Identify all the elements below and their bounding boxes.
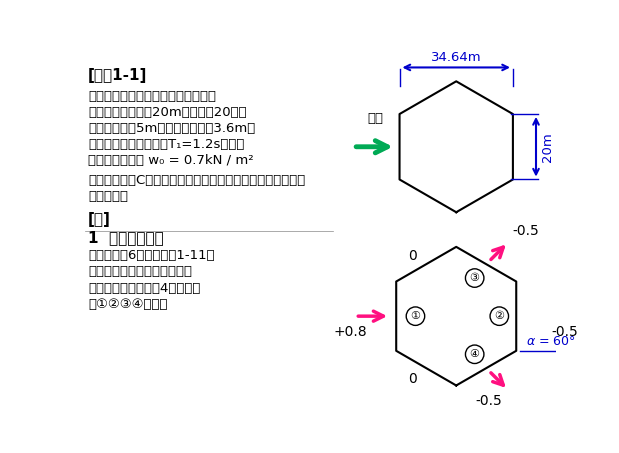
- Text: 用①②③④表示。: 用①②③④表示。: [88, 298, 168, 311]
- Text: 0: 0: [408, 372, 417, 386]
- Text: 正六边形，边长为20m。房屋共20层，: 正六边形，边长为20m。房屋共20层，: [88, 106, 247, 119]
- Text: 20m: 20m: [540, 132, 553, 162]
- Text: -0.5: -0.5: [552, 325, 578, 339]
- Text: 除底层层高为5m外，其余层高为3.6m。: 除底层层高为5m外，其余层高为3.6m。: [88, 122, 256, 135]
- Text: 一高层钢筋混凝土结构，平面形状为: 一高层钢筋混凝土结构，平面形状为: [88, 90, 216, 103]
- Text: 34.64m: 34.64m: [431, 51, 482, 63]
- Text: ①: ①: [410, 311, 420, 321]
- Text: 该房屋共有6个面，查表1-11得: 该房屋共有6个面，查表1-11得: [88, 249, 215, 262]
- Text: ②: ②: [495, 311, 504, 321]
- Text: ③: ③: [470, 273, 480, 283]
- Text: 该房屋的第一自振周期T₁=1.2s，所在: 该房屋的第一自振周期T₁=1.2s，所在: [88, 138, 245, 151]
- Text: [例题1-1]: [例题1-1]: [88, 68, 147, 83]
- Text: 地面粗糙度为C类。试计算各楼层处与风向一致方向总的风荷: 地面粗糙度为C类。试计算各楼层处与风向一致方向总的风荷: [88, 173, 305, 187]
- Text: 载标准值。: 载标准值。: [88, 190, 128, 203]
- Text: 风向: 风向: [367, 112, 383, 125]
- Text: 1  确定体形系数: 1 确定体形系数: [88, 230, 164, 245]
- Text: 到各个面的风荷载体形系数，: 到各个面的风荷载体形系数，: [88, 265, 192, 278]
- Text: -0.5: -0.5: [513, 224, 539, 238]
- Text: +0.8: +0.8: [333, 325, 367, 339]
- Text: ④: ④: [470, 349, 480, 359]
- Text: $\alpha$ = 60°: $\alpha$ = 60°: [526, 335, 576, 348]
- Text: 0: 0: [408, 250, 417, 264]
- Text: 如图所示，不为零的4个面分别: 如图所示，不为零的4个面分别: [88, 281, 201, 294]
- Text: -0.5: -0.5: [475, 394, 503, 408]
- Text: 地区的基本风压 w₀ = 0.7kN / m²: 地区的基本风压 w₀ = 0.7kN / m²: [88, 154, 254, 168]
- Text: [解]: [解]: [88, 212, 111, 227]
